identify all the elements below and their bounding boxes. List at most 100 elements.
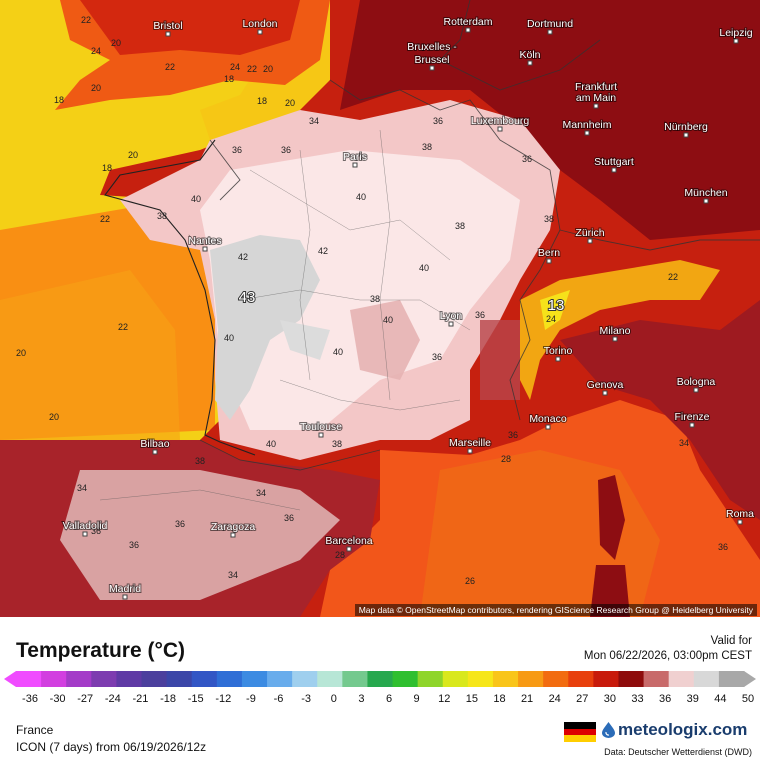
city-marker[interactable]: Zaragoza [210,520,256,538]
scale-tick-label: -9 [246,693,256,705]
city-name: Bruxelles - [407,41,457,53]
scale-color-segment [267,671,293,687]
city-dot-icon [465,27,471,33]
city-dot-icon [737,519,743,525]
city-dot-icon [703,198,709,204]
city-marker[interactable]: Nantes [187,234,223,252]
city-marker[interactable]: Leipzig [718,26,754,44]
city-dot-icon [346,546,352,552]
city-name: Madrid [109,583,141,595]
flag-stripe [564,722,596,729]
city-marker[interactable]: am Main [575,91,617,109]
city-marker[interactable]: Bologna [676,375,716,393]
scale-color-segment [241,671,268,687]
temperature-value-label: 28 [501,454,511,464]
city-dot-icon [689,422,695,428]
temperature-value-label: 20 [128,150,138,160]
temperature-value-label: 34 [309,116,319,126]
valid-time: Mon 06/22/2026, 03:00pm CEST [583,650,752,662]
city-marker[interactable]: Genova [586,378,625,396]
city-name: Marseille [449,437,491,449]
scale-color-segment [467,671,494,687]
city-marker[interactable]: Zürich [574,226,606,244]
city-marker[interactable]: Nürnberg [663,120,709,138]
city-marker[interactable]: Frankfurt [574,80,618,94]
temperature-value-label: 24 [230,62,240,72]
city-marker[interactable]: Firenze [673,410,711,428]
scale-color-segment [216,671,243,687]
city-marker[interactable]: Bilbao [139,437,171,455]
coastline [104,139,256,456]
city-dot-icon [497,126,503,132]
city-marker[interactable]: Marseille [448,436,492,454]
scale-tick-label: -15 [187,693,204,705]
city-marker[interactable]: Barcelona [324,534,374,552]
atlantic-band [0,270,180,440]
city-marker[interactable]: Roma [725,507,755,525]
city-marker[interactable]: Rotterdam [442,15,494,33]
temperature-value-label: 38 [370,294,380,304]
city-marker[interactable]: Valladolid [62,519,109,537]
scale-color-segment [543,671,569,687]
temperature-value-label: 22 [81,15,91,25]
city-marker[interactable]: Toulouse [299,420,343,438]
city-dot-icon [122,594,128,600]
temperature-value-label: 38 [195,456,205,466]
city-marker[interactable]: Lyon [439,309,463,327]
city-name: Zaragoza [211,521,256,533]
map-canvas: 22 24 20 22 24 22 20 18 18 20 18 20 34 36 36 36 38 36 20 18… [0,0,760,617]
scale-color-segment [342,671,368,687]
city-marker[interactable]: Monaco [528,412,568,430]
city-marker[interactable]: Mannheim [561,118,613,136]
temperature-map[interactable]: 22 24 20 22 24 22 20 18 18 20 18 20 34 36 36 36 38 36 20 18… [0,0,760,617]
city-marker[interactable]: Köln [518,48,542,66]
city-marker[interactable]: Dortmund [526,17,574,35]
region-name: France [16,723,54,737]
temperature-value-label: 42 [238,252,248,262]
meteologix-logo[interactable]: meteologix.com [602,720,747,740]
extreme-heat-west [210,235,320,420]
city-dot-icon [152,449,158,455]
city-dot-icon [527,60,533,66]
temperature-value-label: 42 [318,246,328,256]
city-dot-icon [547,29,553,35]
temperature-value-label: 36 [232,145,242,155]
scale-color-segment [417,671,444,687]
scale-tick-label: -18 [160,693,177,705]
city-marker[interactable]: Luxembourg [470,114,530,132]
city-name: Dortmund [527,18,573,30]
city-dot-icon [318,432,324,438]
temperature-value-label: 40 [191,194,201,204]
scale-tick-label: 33 [631,693,644,705]
map-attribution[interactable]: Map data © OpenStreetMap contributors, r… [354,604,757,616]
scale-color-segment [518,671,544,687]
city-dot-icon [555,356,561,362]
scale-tick-label: -12 [215,693,232,705]
city-name: Stuttgart [594,156,634,168]
scale-color-segment [191,671,218,687]
city-marker[interactable]: Bern [537,246,561,264]
temperature-value-label: 36 [175,519,185,529]
temperature-value-label: 40 [333,347,343,357]
valid-label: Valid for [710,635,752,647]
city-marker[interactable]: Bruxelles - [406,40,458,54]
scale-tick-label: 6 [385,693,393,705]
city-marker[interactable]: Brussel [413,53,451,71]
city-marker[interactable]: London [241,17,279,35]
city-dot-icon [683,132,689,138]
france-very-hot [200,150,520,430]
scale-color-segment [66,671,92,687]
scale-color-segment [718,671,745,687]
temperature-value-label: 18 [257,96,267,106]
city-marker[interactable]: München [683,186,729,204]
temperature-extremes: 43 13 [238,288,566,315]
city-name: Toulouse [300,421,342,433]
city-marker[interactable]: Paris [342,150,368,168]
city-marker[interactable]: Madrid [108,582,142,600]
city-marker[interactable]: Stuttgart [593,155,635,173]
city-marker[interactable]: Milano [599,324,632,342]
temperature-value-label: 36 [281,145,291,155]
city-marker[interactable]: Torino [543,344,573,362]
city-marker[interactable]: Bristol [152,19,184,37]
city-name: Bern [538,247,560,259]
